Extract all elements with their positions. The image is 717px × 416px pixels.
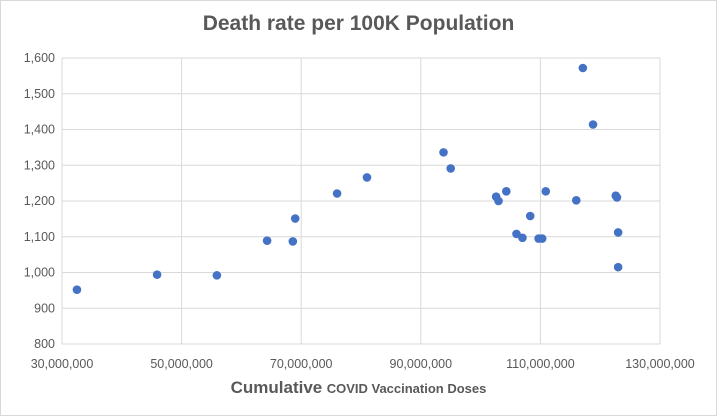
y-tick-label: 1,100: [24, 230, 55, 244]
data-point: [290, 214, 300, 223]
data-point: [571, 195, 581, 205]
x-axis-tick-labels: 30,000,000 50,000,000 70,000,000 90,000,000…: [31, 357, 695, 371]
data-point: [152, 270, 162, 279]
y-tick-label: 1,600: [24, 51, 55, 65]
chart-title: Death rate per 100K Population: [202, 12, 515, 35]
y-axis-tick-labels: 800 900 1,000 1,100 1,200 1,300 1,400 1,500 1,60…: [24, 51, 55, 351]
x-tick-label: 130,000,000: [625, 357, 695, 371]
data-point: [446, 164, 456, 173]
data-point: [588, 120, 598, 129]
data-point: [578, 63, 588, 73]
data-point: [525, 211, 535, 221]
x-axis-label: Cumulative COVID Vaccination Doses: [0, 378, 717, 398]
data-point: [262, 236, 272, 245]
y-tick-label: 1,500: [24, 87, 55, 101]
data-point: [212, 271, 222, 280]
gridlines: [61, 57, 661, 345]
y-tick-label: 900: [34, 301, 55, 315]
data-points: [72, 63, 623, 294]
data-point: [439, 148, 448, 157]
y-tick-label: 800: [34, 337, 55, 351]
data-point: [613, 262, 623, 272]
x-tick-label: 50,000,000: [150, 357, 213, 371]
data-point: [362, 173, 372, 182]
data-point: [72, 285, 82, 294]
x-tick-label: 70,000,000: [270, 357, 333, 371]
data-point: [613, 228, 623, 237]
y-tick-label: 1,000: [24, 266, 55, 280]
x-axis-label-sub: COVID Vaccination Doses: [326, 381, 487, 396]
data-point: [332, 189, 342, 198]
data-point: [518, 233, 527, 243]
x-tick-label: 30,000,000: [31, 357, 94, 371]
x-tick-label: 110,000,000: [506, 357, 575, 371]
data-point: [494, 196, 503, 206]
data-point: [288, 237, 298, 246]
x-tick-label: 90,000,000: [390, 357, 453, 371]
data-point: [537, 234, 547, 243]
data-point: [612, 193, 622, 202]
y-tick-label: 1,200: [24, 194, 55, 208]
y-tick-label: 1,300: [24, 158, 55, 172]
x-axis-label-main: Cumulative: [230, 378, 323, 397]
data-point: [541, 187, 551, 196]
data-point: [502, 187, 511, 196]
y-tick-label: 1,400: [24, 123, 55, 137]
